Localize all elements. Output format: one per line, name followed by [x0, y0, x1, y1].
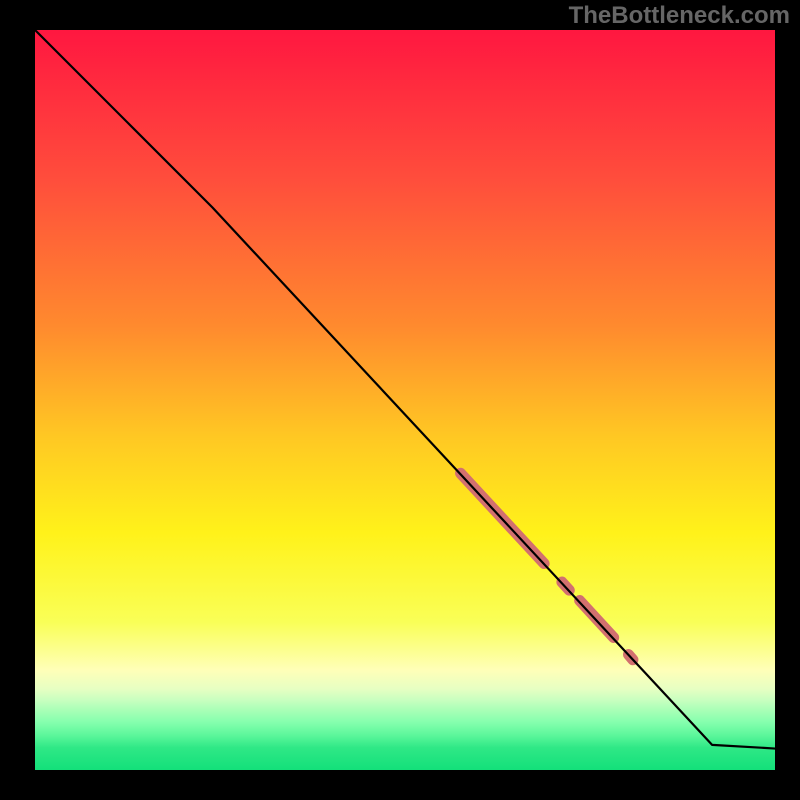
- plot-svg: [35, 30, 775, 770]
- watermark-label: TheBottleneck.com: [569, 2, 790, 30]
- plot-area: [35, 30, 775, 770]
- figure-root: TheBottleneck.com: [0, 0, 800, 800]
